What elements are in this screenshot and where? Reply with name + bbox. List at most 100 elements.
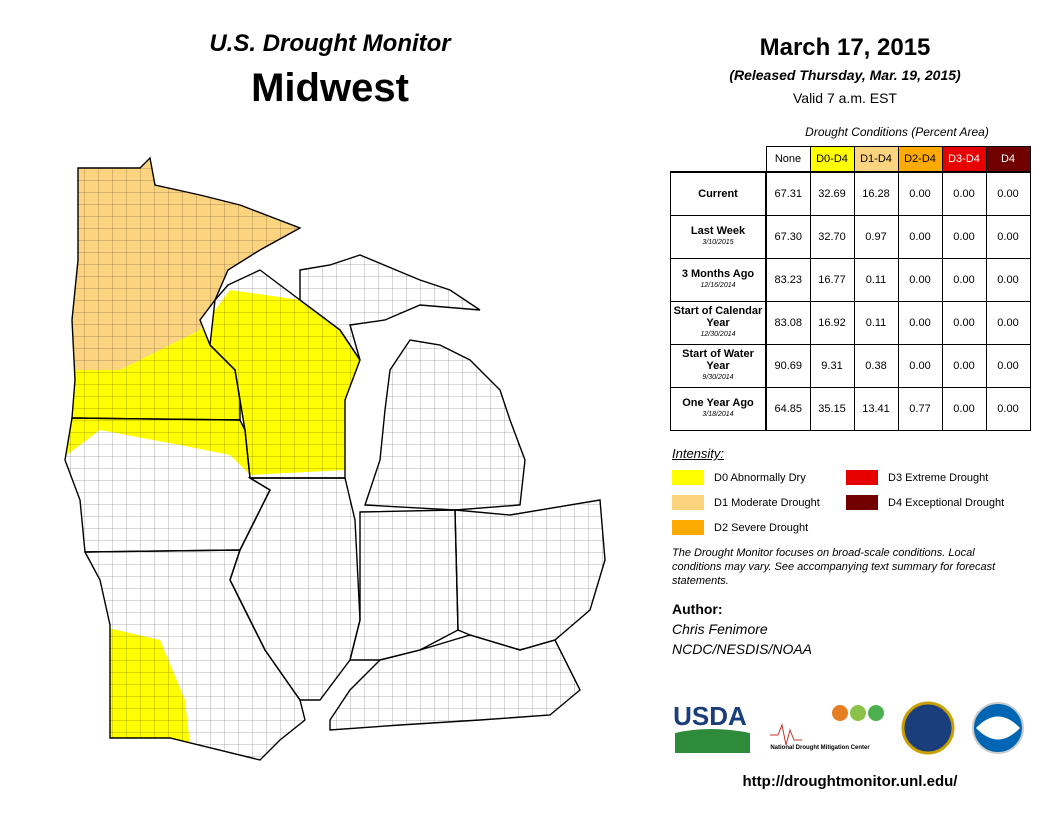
row-label: One Year Ago 3/18/2014 xyxy=(670,387,767,431)
logos: USDA National Drought Mitigation Center xyxy=(673,701,1024,755)
cell: 0.00 xyxy=(941,301,987,345)
legend-label: D0 Abnormally Dry xyxy=(714,471,806,484)
stats-table: None D0-D4 D1-D4 D2-D4 D3-D4 D4 Current 67.31 32… xyxy=(670,146,1031,431)
legend-item: D2 Severe Drought xyxy=(672,520,808,535)
legend-item: D0 Abnormally Dry xyxy=(672,470,806,485)
cell: 0.00 xyxy=(985,215,1031,259)
legend-swatch xyxy=(672,520,704,535)
cell: 32.70 xyxy=(809,215,855,259)
cell: 83.23 xyxy=(765,258,811,302)
noaa-bird xyxy=(976,716,1020,740)
cell: 0.11 xyxy=(853,258,899,302)
row-date: 12/30/2014 xyxy=(700,331,736,338)
cell: 0.97 xyxy=(853,215,899,259)
note: The Drought Monitor focuses on broad-sca… xyxy=(672,547,996,587)
table-row: Start of Calendar Year 12/30/2014 83.08 16.… xyxy=(670,301,1031,345)
column-header: None xyxy=(765,146,811,173)
row-date: 3/10/2015 xyxy=(702,239,734,246)
row-label: Start of Calendar Year 12/30/2014 xyxy=(670,301,767,345)
ndmc-tree xyxy=(868,705,884,721)
legend-item: D4 Exceptional Drought xyxy=(846,495,1004,510)
author-heading: Author: xyxy=(672,601,723,617)
header-row: None D0-D4 D1-D4 D2-D4 D3-D4 D4 xyxy=(671,146,1031,173)
row-date: 9/30/2014 xyxy=(702,374,734,381)
url: http://droughtmonitor.unl.edu/ xyxy=(742,773,958,790)
cell: 32.69 xyxy=(809,171,855,216)
released: (Released Thursday, Mar. 19, 2015) xyxy=(729,67,961,83)
legend-label: D4 Exceptional Drought xyxy=(888,496,1005,509)
corner xyxy=(671,147,767,173)
cell: 0.38 xyxy=(853,344,899,388)
cell: 0.00 xyxy=(985,387,1031,431)
cell: 67.30 xyxy=(765,215,811,259)
cell: 0.00 xyxy=(985,301,1031,345)
cell: 16.77 xyxy=(809,258,855,302)
legend-label: D1 Moderate Drought xyxy=(714,496,820,509)
cell: 64.85 xyxy=(765,387,811,431)
column-header: D4 xyxy=(985,146,1031,173)
county-lines xyxy=(65,158,605,760)
column-header: D3-D4 xyxy=(941,146,987,173)
table-caption: Drought Conditions (Percent Area) xyxy=(805,125,989,139)
legend-item: D1 Moderate Drought xyxy=(672,495,820,510)
legend-item: D3 Extreme Drought xyxy=(846,470,988,485)
legend-swatch xyxy=(846,495,878,510)
cell: 0.00 xyxy=(897,258,943,302)
usda-logo: USDA xyxy=(673,701,747,731)
cell: 16.28 xyxy=(853,171,899,216)
column-header: D1-D4 xyxy=(853,146,899,173)
row-date: 12/16/2014 xyxy=(700,282,736,289)
ndmc-wave xyxy=(770,723,802,746)
cell: 90.69 xyxy=(765,344,811,388)
cell: 0.00 xyxy=(941,344,987,388)
cell: 0.00 xyxy=(985,171,1031,216)
drought-areas xyxy=(65,158,605,760)
cell: 83.08 xyxy=(765,301,811,345)
region: Midwest xyxy=(251,66,409,110)
ndmc-logo: National Drought Mitigation Center xyxy=(770,745,870,751)
map xyxy=(64,157,606,761)
table-row: 3 Months Ago 12/16/2014 83.23 16.77 0.11 0.00… xyxy=(670,258,1031,302)
cell: 9.31 xyxy=(809,344,855,388)
column-header: D0-D4 xyxy=(809,146,855,173)
cell: 0.00 xyxy=(941,387,987,431)
legend-label: D2 Severe Drought xyxy=(714,521,809,534)
table-row: One Year Ago 3/18/2014 64.85 35.15 13.41 0.77… xyxy=(670,387,1031,431)
cell: 0.11 xyxy=(853,301,899,345)
cell: 13.41 xyxy=(853,387,899,431)
author-name: Chris Fenimore xyxy=(672,621,768,637)
table-row: Last Week 3/10/2015 67.30 32.70 0.97 0.00 0.00… xyxy=(670,215,1031,259)
title: U.S. Drought Monitor xyxy=(209,30,451,57)
ndmc-tree xyxy=(850,705,866,721)
cell: 0.00 xyxy=(985,258,1031,302)
cell: 0.00 xyxy=(941,171,987,216)
table-row: Current 67.31 32.69 16.28 0.00 0.00 0.00 xyxy=(670,171,1031,216)
table-row: Start of Water Year 9/30/2014 90.69 9.31 0.3… xyxy=(670,344,1031,388)
row-date: 3/18/2014 xyxy=(702,411,734,418)
cell: 0.00 xyxy=(897,344,943,388)
cell: 67.31 xyxy=(765,171,811,216)
cell: 35.15 xyxy=(809,387,855,431)
legend-title: Intensity: xyxy=(672,446,725,461)
column-header: D2-D4 xyxy=(897,146,943,173)
legend-swatch xyxy=(846,470,878,485)
row-label: 3 Months Ago 12/16/2014 xyxy=(670,258,767,302)
date: March 17, 2015 xyxy=(759,34,931,61)
row-label: Start of Water Year 9/30/2014 xyxy=(670,344,767,388)
author-org: NCDC/NESDIS/NOAA xyxy=(672,641,813,657)
cell: 0.77 xyxy=(897,387,943,431)
cell: 0.00 xyxy=(941,258,987,302)
legend-label: D3 Extreme Drought xyxy=(888,471,989,484)
row-name: 3 Months Ago xyxy=(681,268,755,280)
legend-swatch xyxy=(672,495,704,510)
cell: 0.00 xyxy=(897,215,943,259)
row-name: Last Week xyxy=(690,225,746,237)
cell: 0.00 xyxy=(941,215,987,259)
row-name: One Year Ago xyxy=(682,397,754,409)
cell: 0.00 xyxy=(897,301,943,345)
row-label: Last Week 3/10/2015 xyxy=(670,215,767,259)
ndmc-tree xyxy=(832,705,848,721)
cell: 0.00 xyxy=(985,344,1031,388)
row-name: Start of Calendar Year xyxy=(673,305,763,329)
